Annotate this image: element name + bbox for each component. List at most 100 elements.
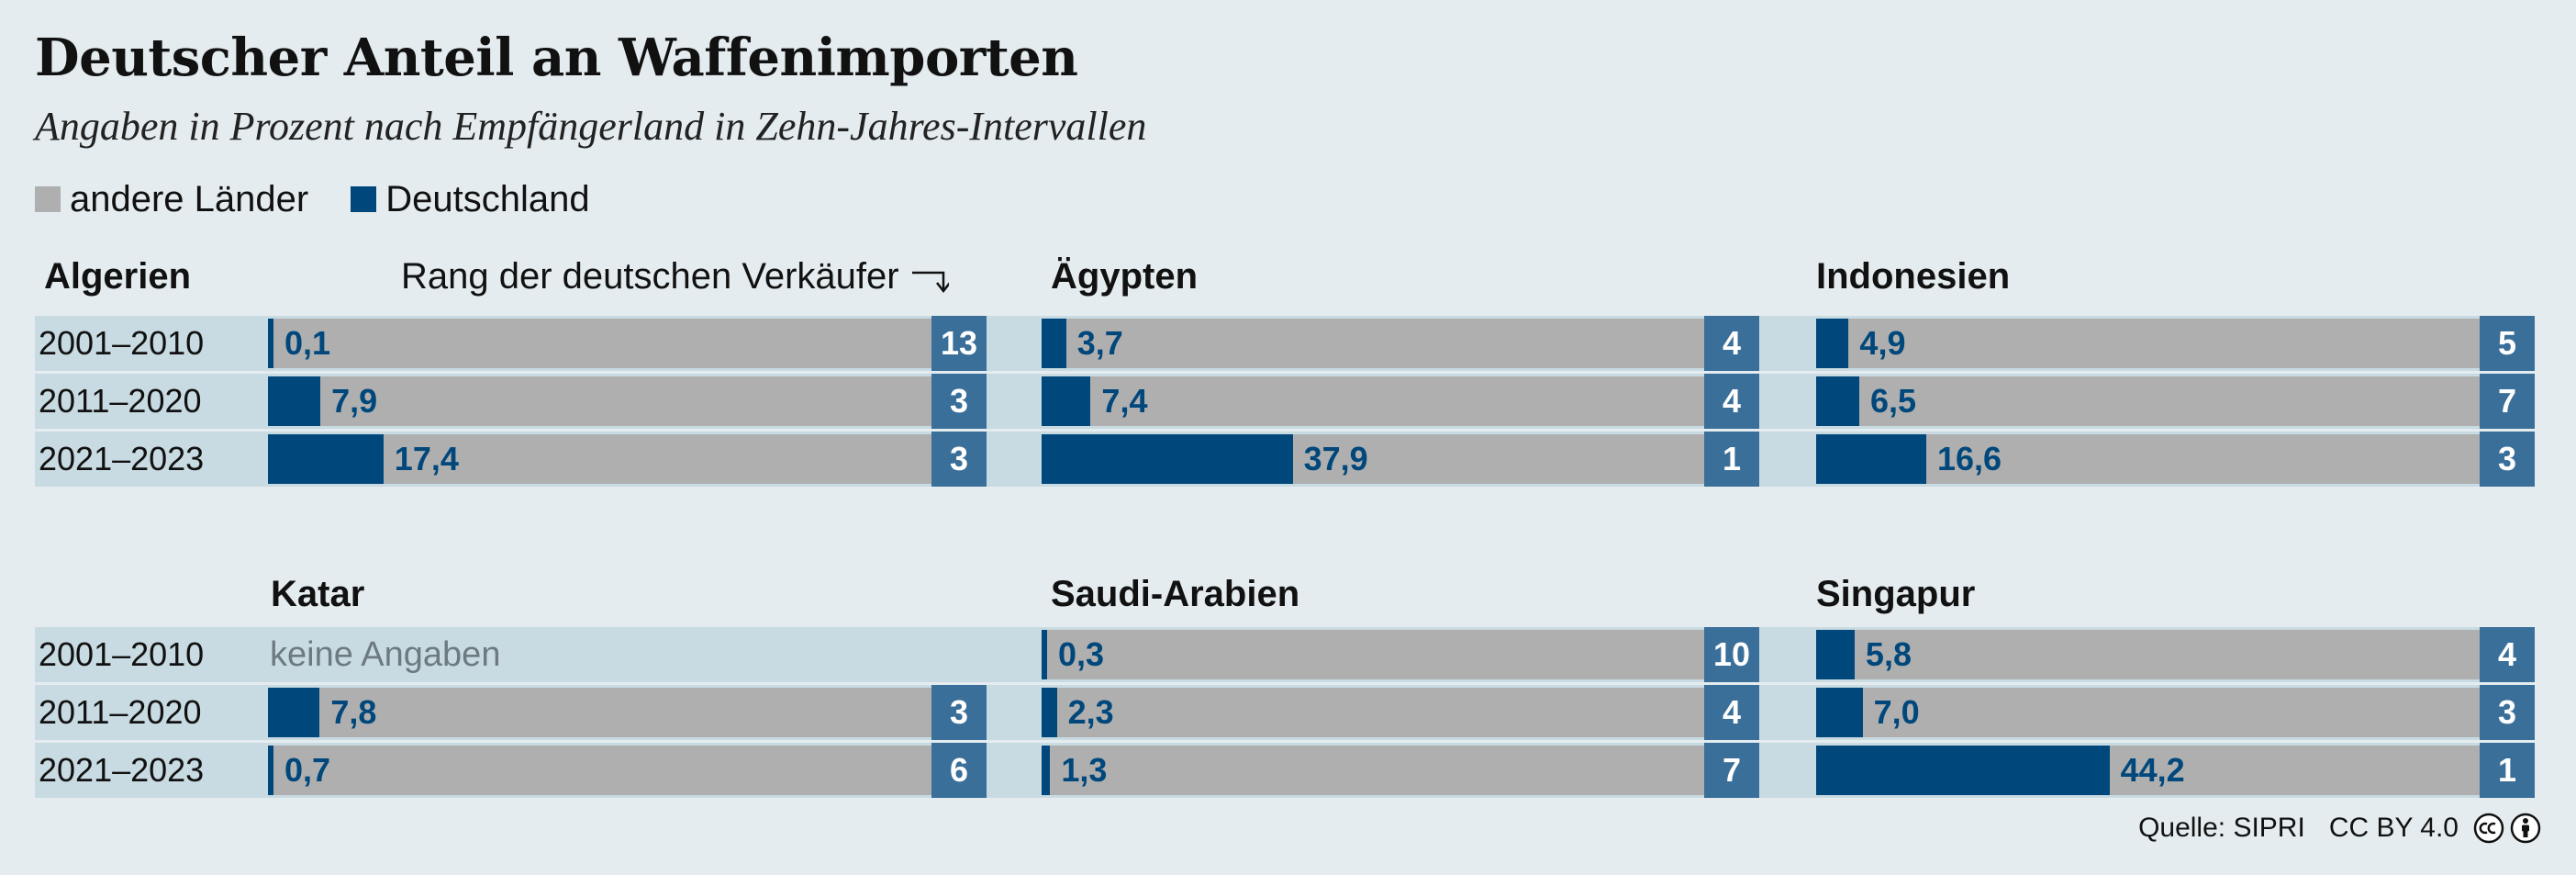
bar-others xyxy=(1816,630,2480,679)
period-label-text: 2011–2020 xyxy=(39,382,202,420)
rank-badge: 7 xyxy=(2480,374,2535,429)
value-label: 7,4 xyxy=(1101,382,1148,420)
bar-others xyxy=(1816,434,2480,484)
legend: andere Länder Deutschland xyxy=(35,174,632,224)
rank-badge: 7 xyxy=(1704,743,1759,798)
value-label: 2,3 xyxy=(1067,693,1114,731)
bar-others xyxy=(1042,746,1704,795)
bar-others xyxy=(268,319,931,368)
value-label: 3,7 xyxy=(1076,324,1123,362)
bar-others xyxy=(1042,319,1704,368)
period-label: 2021–2023 xyxy=(35,743,266,798)
rank-badge: 3 xyxy=(2480,685,2535,740)
period-label-text: 2011–2020 xyxy=(39,693,202,731)
value-label: 44,2 xyxy=(2120,751,2185,789)
rank-note: Rang der deutschen Verkäufer xyxy=(401,252,949,301)
country-label: Katar xyxy=(271,573,365,614)
country-label: Algerien xyxy=(44,255,192,297)
period-label: 2001–2010 xyxy=(35,627,266,682)
rank-badge: 3 xyxy=(931,374,987,429)
rank-badge: 3 xyxy=(931,685,987,740)
rank-badge: 1 xyxy=(1704,432,1759,487)
cc-icon xyxy=(2473,813,2504,844)
bar-others xyxy=(268,688,931,737)
bar-germany xyxy=(1816,319,1849,368)
bar-germany xyxy=(268,746,273,795)
country-label: Singapur xyxy=(1816,573,1976,614)
license-label: CC BY 4.0 xyxy=(2328,813,2459,843)
bar-germany xyxy=(268,319,273,368)
rank-badge: 5 xyxy=(2480,316,2535,371)
rank-note-label: Rang der deutschen Verkäufer xyxy=(401,255,899,297)
legend-swatch-germany xyxy=(351,186,377,212)
bar-others xyxy=(1042,376,1704,426)
chart-subtitle: Angaben in Prozent nach Empfängerland in… xyxy=(35,104,1147,149)
legend-item-others: andere Länder xyxy=(35,179,308,220)
row-track xyxy=(266,627,987,682)
value-label: 0,7 xyxy=(284,751,331,789)
bar-germany xyxy=(268,434,384,484)
rank-badge: 4 xyxy=(1704,316,1759,371)
legend-label-others: andere Länder xyxy=(70,178,309,219)
bar-germany xyxy=(1042,434,1293,484)
value-label: 0,1 xyxy=(284,324,331,362)
bar-germany xyxy=(1042,746,1051,795)
footer: Quelle: SIPRI CC BY 4.0 xyxy=(2138,805,2541,851)
country-label: Ägypten xyxy=(1051,255,1198,297)
rank-badge: 4 xyxy=(1704,374,1759,429)
period-label: 2001–2010 xyxy=(35,316,266,371)
value-label: 0,3 xyxy=(1058,635,1105,673)
value-label: 4,9 xyxy=(1859,324,1906,362)
period-label: 2011–2020 xyxy=(35,685,266,740)
value-label: 37,9 xyxy=(1303,440,1368,477)
bar-others xyxy=(1042,688,1704,737)
period-label-text: 2001–2010 xyxy=(39,324,205,362)
period-label: 2011–2020 xyxy=(35,374,266,429)
legend-label-germany: Deutschland xyxy=(385,178,590,219)
country-label: Indonesien xyxy=(1816,255,2011,297)
rank-badge: 4 xyxy=(2480,627,2535,682)
bar-germany xyxy=(1816,434,1927,484)
rank-badge: 3 xyxy=(931,432,987,487)
period-label-text: 2021–2023 xyxy=(39,751,205,789)
bar-germany xyxy=(1042,319,1066,368)
period-label-text: 2021–2023 xyxy=(39,440,205,477)
legend-swatch-others xyxy=(35,186,61,212)
country-label: Saudi-Arabien xyxy=(1051,573,1300,614)
bar-germany xyxy=(1042,376,1091,426)
bar-germany xyxy=(1042,630,1047,679)
source-label: Quelle: SIPRI xyxy=(2138,813,2305,843)
value-label: 16,6 xyxy=(1937,440,2002,477)
bar-germany xyxy=(268,688,320,737)
rank-badge: 6 xyxy=(931,743,987,798)
bar-germany xyxy=(268,376,321,426)
no-data-label: keine Angaben xyxy=(270,634,501,674)
chart-title: Deutscher Anteil an Waffenimporten xyxy=(35,28,1078,88)
bar-others xyxy=(268,376,931,426)
bar-germany xyxy=(1042,688,1057,737)
value-label: 6,5 xyxy=(1869,382,1917,420)
bar-germany xyxy=(1816,630,1855,679)
value-label: 7,8 xyxy=(330,693,377,731)
by-icon xyxy=(2510,813,2541,844)
value-label: 5,8 xyxy=(1865,635,1912,673)
bar-germany xyxy=(1816,376,1859,426)
value-label: 17,4 xyxy=(394,440,459,477)
value-label: 7,0 xyxy=(1873,693,1920,731)
bar-others xyxy=(268,746,931,795)
value-label: 1,3 xyxy=(1061,751,1108,789)
bar-germany xyxy=(1816,688,1863,737)
bar-germany xyxy=(1816,746,2110,795)
rank-badge: 3 xyxy=(2480,432,2535,487)
period-label: 2021–2023 xyxy=(35,432,266,487)
value-label: 7,9 xyxy=(331,382,378,420)
bar-others xyxy=(1816,688,2480,737)
rank-badge: 4 xyxy=(1704,685,1759,740)
arrow-down-right-icon xyxy=(911,271,949,294)
legend-item-germany: Deutschland xyxy=(351,178,590,220)
rank-badge: 1 xyxy=(2480,743,2535,798)
bar-others xyxy=(1042,630,1704,679)
period-label-text: 2001–2010 xyxy=(39,635,205,673)
rank-badge: 13 xyxy=(931,316,987,371)
bar-others xyxy=(1816,376,2480,426)
